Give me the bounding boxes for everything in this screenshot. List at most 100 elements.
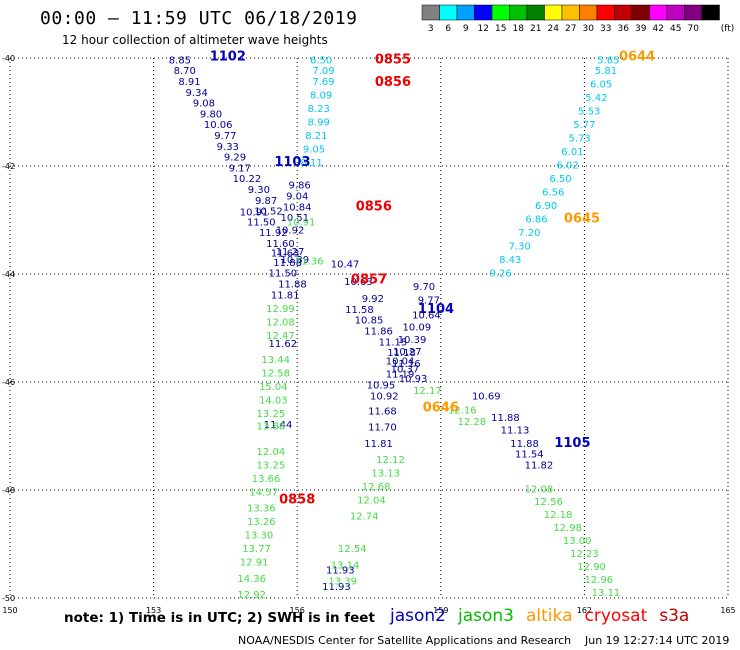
colorbar-label: 30 xyxy=(583,24,595,34)
data-point-label: 11.62 xyxy=(269,339,298,350)
data-point-label: 11.70 xyxy=(368,423,397,434)
data-point-label: 9.92 xyxy=(362,294,384,305)
data-point-label: 9.30 xyxy=(248,185,270,196)
data-point-label: 14.36 xyxy=(237,574,266,585)
credit-line: NOAA/NESDIS Center for Satellite Applica… xyxy=(238,634,572,647)
data-point-label: 10.27 xyxy=(393,347,422,358)
colorbar-swatch xyxy=(614,4,633,21)
colorbar-label: 39 xyxy=(635,24,647,34)
data-point-label: 10.92 xyxy=(370,391,399,402)
data-point-label: 11.81 xyxy=(271,290,300,301)
colorbar-swatch xyxy=(439,4,458,21)
data-point-label: 11.18 xyxy=(387,348,416,359)
data-point-label: 10.22 xyxy=(233,174,262,185)
colorbar-label: 42 xyxy=(653,24,664,34)
data-point-label: 10.47 xyxy=(331,260,360,271)
pass-time-label: 1103 xyxy=(274,155,310,170)
pass-time-label: 1102 xyxy=(210,50,246,65)
colorbar-label: 6 xyxy=(445,24,451,34)
data-point-label: 11.63 xyxy=(271,249,300,260)
y-tick-label: -46 xyxy=(2,378,15,387)
colorbar-swatch xyxy=(544,4,563,21)
chart-title: 00:00 – 11:59 UTC 06/18/2019 xyxy=(40,8,358,29)
data-point-label: 10.06 xyxy=(204,120,233,131)
colorbar-swatch xyxy=(491,4,510,21)
data-point-label: 10.64 xyxy=(412,310,441,321)
data-point-label: 6.05 xyxy=(590,80,612,91)
colorbar-label: 21 xyxy=(530,24,541,34)
colorbar-label: 33 xyxy=(600,24,611,34)
data-point-label: 13.25 xyxy=(257,460,286,471)
colorbar-swatch xyxy=(596,4,615,21)
data-point-label: 8.09 xyxy=(310,91,332,102)
colorbar-swatch xyxy=(526,4,545,21)
data-point-label: 5.53 xyxy=(578,107,600,118)
data-point-label: 9.04 xyxy=(286,191,308,202)
colorbar-label: 18 xyxy=(513,24,525,34)
data-point-label: 11.88 xyxy=(273,258,302,269)
data-point-label: 14.57 xyxy=(249,487,278,498)
data-point-label: 14.03 xyxy=(259,396,288,407)
data-point-label: 12.17 xyxy=(413,386,442,397)
y-tick-label: -40 xyxy=(2,54,15,63)
data-point-label: 12.68 xyxy=(362,482,391,493)
data-point-label: 11.60 xyxy=(266,239,295,250)
data-point-label: 11.88 xyxy=(510,439,539,450)
data-point-label: 13.80 xyxy=(257,422,286,433)
data-point-label: 5.77 xyxy=(573,120,595,131)
data-point-label: 8.99 xyxy=(308,118,330,129)
legend-jason3: jason3 xyxy=(458,606,514,626)
data-point-label: 13.25 xyxy=(257,409,286,420)
pass-time-label: 1105 xyxy=(554,436,590,451)
colorbar-swatch xyxy=(649,4,668,21)
pass-time-label: 0856 xyxy=(375,75,411,90)
data-point-label: 12.18 xyxy=(544,510,573,521)
data-point-label: 8.70 xyxy=(174,66,196,77)
colorbar-unit: (ft) xyxy=(721,24,735,34)
data-point-label: 12.23 xyxy=(570,549,599,560)
data-point-label: 11.93 xyxy=(326,566,355,577)
data-point-label: 11.50 xyxy=(247,217,276,228)
colorbar-label: 70 xyxy=(688,24,700,34)
pass-time-label: 1104 xyxy=(418,302,454,317)
data-point-label: 11.88 xyxy=(278,280,307,291)
data-point-label: 12.92 xyxy=(237,590,266,601)
pass-time-label: 0857 xyxy=(351,273,387,288)
data-point-label: 8.85 xyxy=(169,55,191,66)
data-point-label: 11.36 xyxy=(295,256,324,267)
data-point-label: 9.87 xyxy=(255,196,277,207)
data-point-label: 5.42 xyxy=(585,93,607,104)
data-point-label: 10.91 xyxy=(240,208,269,219)
data-point-label: 7.30 xyxy=(509,242,531,253)
x-tick-label: 159 xyxy=(433,606,448,615)
legend: jason2 jason3 altika cryosat s3a xyxy=(390,606,701,626)
data-point-label: 6.01 xyxy=(561,147,583,158)
data-point-label: 8.43 xyxy=(499,255,521,266)
data-point-label: 11.27 xyxy=(276,247,305,258)
data-point-label: 11.86 xyxy=(364,326,393,337)
data-point-label: 10.37 xyxy=(391,364,420,375)
data-point-label: 9.34 xyxy=(186,88,208,99)
colorbar-label: 36 xyxy=(618,24,630,34)
data-point-label: 10.52 xyxy=(254,207,283,218)
pass-labels: 1102 1103 1104 1105 0855 0856 0856 0857 0858 0644… xyxy=(210,50,655,508)
data-point-label: 13.11 xyxy=(592,588,621,599)
colorbar-swatch xyxy=(421,4,440,21)
data-point-label: 11.82 xyxy=(525,460,554,471)
pass-time-label: 0644 xyxy=(619,50,655,65)
data-point-label: 12.47 xyxy=(266,331,295,342)
data-point-label: 11.13 xyxy=(501,425,530,436)
data-point-label: 7.69 xyxy=(312,77,334,88)
data-point-label: 5.81 xyxy=(595,66,617,77)
data-point-label: 8.21 xyxy=(305,131,327,142)
data-point-label: 6.56 xyxy=(542,188,564,199)
data-point-label: 13.77 xyxy=(242,544,271,555)
data-point-label: 12.56 xyxy=(534,497,563,508)
pass-time-label: 0645 xyxy=(564,212,600,227)
pass-time-label: 0855 xyxy=(375,52,411,67)
data-point-label: 12.74 xyxy=(350,512,379,523)
data-point-label: 9.80 xyxy=(200,109,222,120)
x-tick-label: 156 xyxy=(290,606,305,615)
colorbar-label: 24 xyxy=(548,24,560,34)
data-point-label: 9.86 xyxy=(288,181,310,192)
